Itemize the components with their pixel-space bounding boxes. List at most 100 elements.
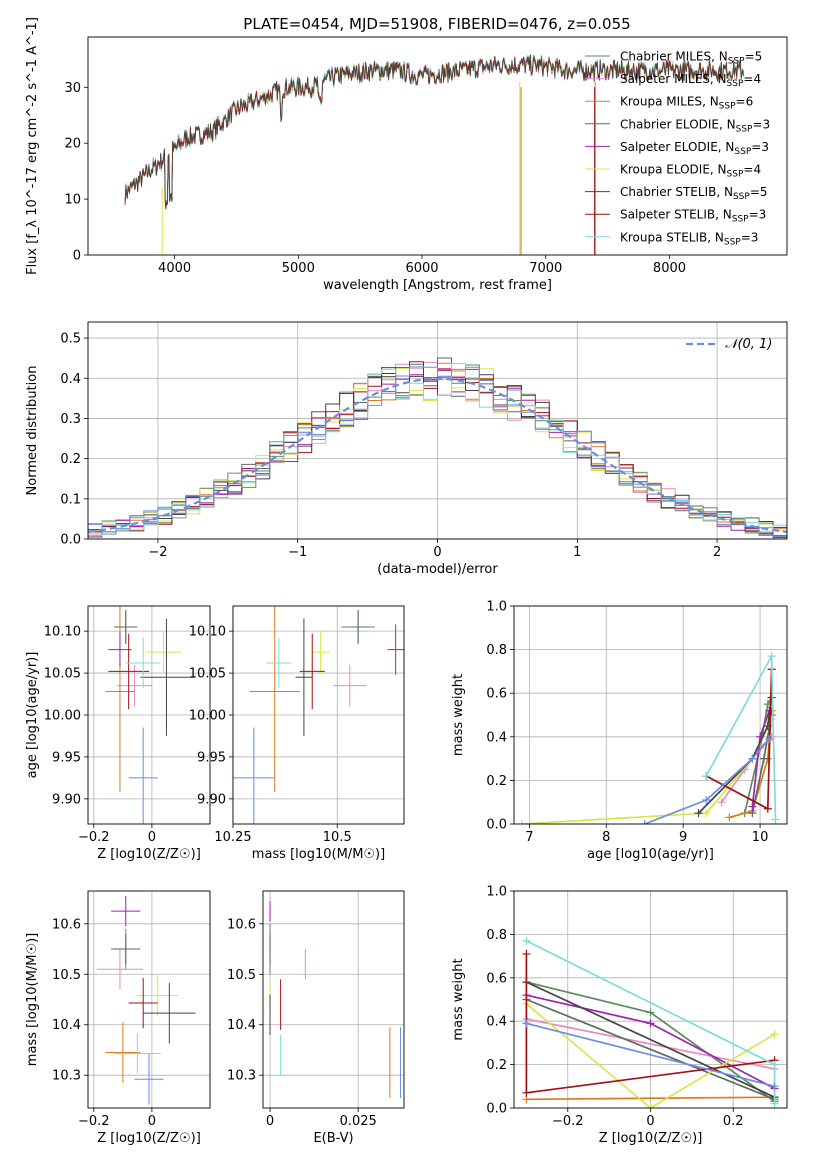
- mass-weight-marker: [725, 813, 734, 822]
- mass-weight-series-line: [526, 1018, 775, 1070]
- age-vs-metallicity-panel: −0.2 0 9.90 9.95 10.00 10.05 10.10 Z [log10(Z/Z…: [25, 605, 211, 862]
- x-axis-label: wavelength [Angstrom, rest frame]: [323, 278, 552, 293]
- spectrum-series-line: [124, 54, 744, 208]
- x-tick-label: −0.2: [78, 830, 110, 845]
- legend-nssp-subscript: SSP: [732, 215, 749, 225]
- y-axis-label: mass [log10(M/M☉)]: [25, 933, 40, 1066]
- x-axis-label: (data-model)/error: [377, 562, 498, 577]
- plot-area: [517, 652, 780, 824]
- mass-weight-marker: [765, 734, 774, 743]
- mass-vs-ebv-panel: 0 0.025 10.3 10.4 10.5 10.6 E(B-V): [227, 890, 405, 1146]
- y-axis-label: mass weight: [451, 674, 466, 756]
- x-tick-label: 8000: [653, 261, 686, 276]
- normal-distribution-curve: [88, 377, 787, 534]
- x-tick-label: 0: [266, 1114, 274, 1129]
- legend-series-name: Salpeter STELIB: [620, 208, 715, 222]
- figure-title: PLATE=0454, MJD=51908, FIBERID=0476, z=0…: [243, 15, 630, 33]
- mass-weight-marker: [748, 754, 757, 763]
- mass-weight-marker: [770, 1060, 779, 1069]
- y-tick-label: 0.2: [60, 452, 81, 467]
- y-tick-label: 9.95: [52, 750, 81, 765]
- x-tick-label: 10.5: [323, 830, 352, 845]
- plot-area: [522, 936, 779, 1108]
- x-axis-label: Z [log10(Z/Z☉)]: [97, 1131, 201, 1146]
- y-tick-label: 0.0: [60, 533, 81, 548]
- x-tick-label: 10.25: [214, 830, 251, 845]
- legend-series-name: Chabrier STELIB: [620, 185, 716, 199]
- legend-series-name: Kroupa MILES: [620, 95, 702, 109]
- y-tick-label: 10.10: [189, 625, 226, 640]
- axes-frame: [87, 605, 211, 825]
- mass-weight-marker: [770, 1082, 779, 1091]
- legend-nssp-prefix: , N: [716, 185, 733, 199]
- y-axis-label: mass weight: [451, 958, 466, 1040]
- y-tick-label: 0.4: [486, 1015, 507, 1030]
- y-tick-label: 10.5: [227, 968, 256, 983]
- y-tick-label: 1.0: [486, 885, 507, 900]
- y-tick-label: 0.0: [486, 1102, 507, 1117]
- y-tick-label: 1.0: [486, 600, 507, 615]
- mass-weight-vs-age-panel: 7 8 9 10 0.0 0.2 0.4 0.6 0.8 1.0 age [log10(age/yr…: [451, 600, 788, 862]
- legend-series-name: Chabrier MILES: [620, 50, 711, 64]
- x-tick-label: −2: [148, 545, 167, 560]
- legend-label: 𝒩(0, 1): [725, 337, 772, 352]
- legend-nssp-value: =3: [752, 117, 770, 131]
- x-tick-label: 4000: [158, 261, 191, 276]
- x-axis-label: mass [log10(M/M☉)]: [252, 847, 385, 862]
- x-tick-label: 10: [752, 830, 769, 845]
- legend-nssp-prefix: , N: [702, 95, 719, 109]
- x-tick-label: 0.025: [340, 1114, 377, 1129]
- mass-weight-marker: [770, 1099, 779, 1108]
- y-tick-label: 30: [64, 81, 81, 96]
- axes-frame: [87, 321, 788, 540]
- x-tick-label: 0: [148, 830, 156, 845]
- legend-label: Chabrier ELODIE, NSSP=3: [620, 117, 770, 134]
- y-tick-label: 9.90: [197, 792, 226, 807]
- y-tick-label: 0.3: [60, 412, 81, 427]
- y-tick-label: 10.4: [52, 1018, 81, 1033]
- y-tick-label: 0: [73, 249, 81, 264]
- legend-nssp-subscript: SSP: [734, 147, 751, 157]
- mass-weight-marker: [522, 949, 531, 958]
- legend-nssp-prefix: , N: [718, 140, 735, 154]
- x-tick-label: 8: [602, 830, 610, 845]
- x-tick-label: −0.2: [552, 1114, 584, 1129]
- axes-frame: [87, 890, 211, 1109]
- legend-nssp-subscript: SSP: [727, 170, 744, 180]
- mass-weight-marker: [522, 936, 531, 945]
- legend-series-name: Chabrier ELODIE: [620, 117, 719, 131]
- plot-area: [269, 901, 401, 1098]
- legend-nssp-value: =5: [750, 185, 768, 199]
- y-tick-label: 9.90: [52, 792, 81, 807]
- y-tick-label: 10.00: [44, 709, 81, 724]
- mass-weight-marker: [767, 652, 776, 661]
- mass-weight-series-line: [526, 998, 775, 1101]
- y-tick-label: 0.6: [486, 687, 507, 702]
- y-tick-label: 0.1: [60, 492, 81, 507]
- y-tick-label: 0.5: [60, 332, 81, 347]
- x-tick-label: 0: [148, 1114, 156, 1129]
- y-tick-label: 0.6: [486, 971, 507, 986]
- legend-nssp-prefix: , N: [710, 72, 727, 86]
- x-tick-label: 1: [573, 545, 581, 560]
- y-tick-label: 9.95: [197, 750, 226, 765]
- legend-label: Salpeter ELODIE, NSSP=3: [620, 140, 769, 157]
- legend-nssp-subscript: SSP: [728, 57, 745, 67]
- mass-weight-marker: [522, 1019, 531, 1028]
- legend-nssp-subscript: SSP: [719, 102, 736, 112]
- y-axis-label: age [log10(age/yr)]: [25, 652, 40, 779]
- mass-weight-series-line: [644, 738, 770, 824]
- mass-vs-metallicity-panel: −0.2 0 10.3 10.4 10.5 10.6 Z [log10(Z/Z☉)] mass…: [25, 890, 211, 1146]
- mass-weight-marker: [763, 804, 772, 813]
- legend-nssp-subscript: SSP: [733, 192, 750, 202]
- y-tick-label: 0.0: [486, 818, 507, 833]
- spectrum-panel: 4000 5000 6000 7000 8000 0 10 20 30 wavelength [A…: [25, 17, 788, 293]
- x-axis-label: Z [log10(Z/Z☉)]: [599, 1131, 703, 1146]
- legend-nssp-value: =4: [743, 163, 761, 177]
- legend-label: Kroupa STELIB, NSSP=3: [620, 230, 758, 247]
- mass-weight-marker: [694, 809, 703, 818]
- legend-label: Kroupa ELODIE, NSSP=4: [620, 163, 761, 180]
- x-tick-label: 9: [679, 830, 687, 845]
